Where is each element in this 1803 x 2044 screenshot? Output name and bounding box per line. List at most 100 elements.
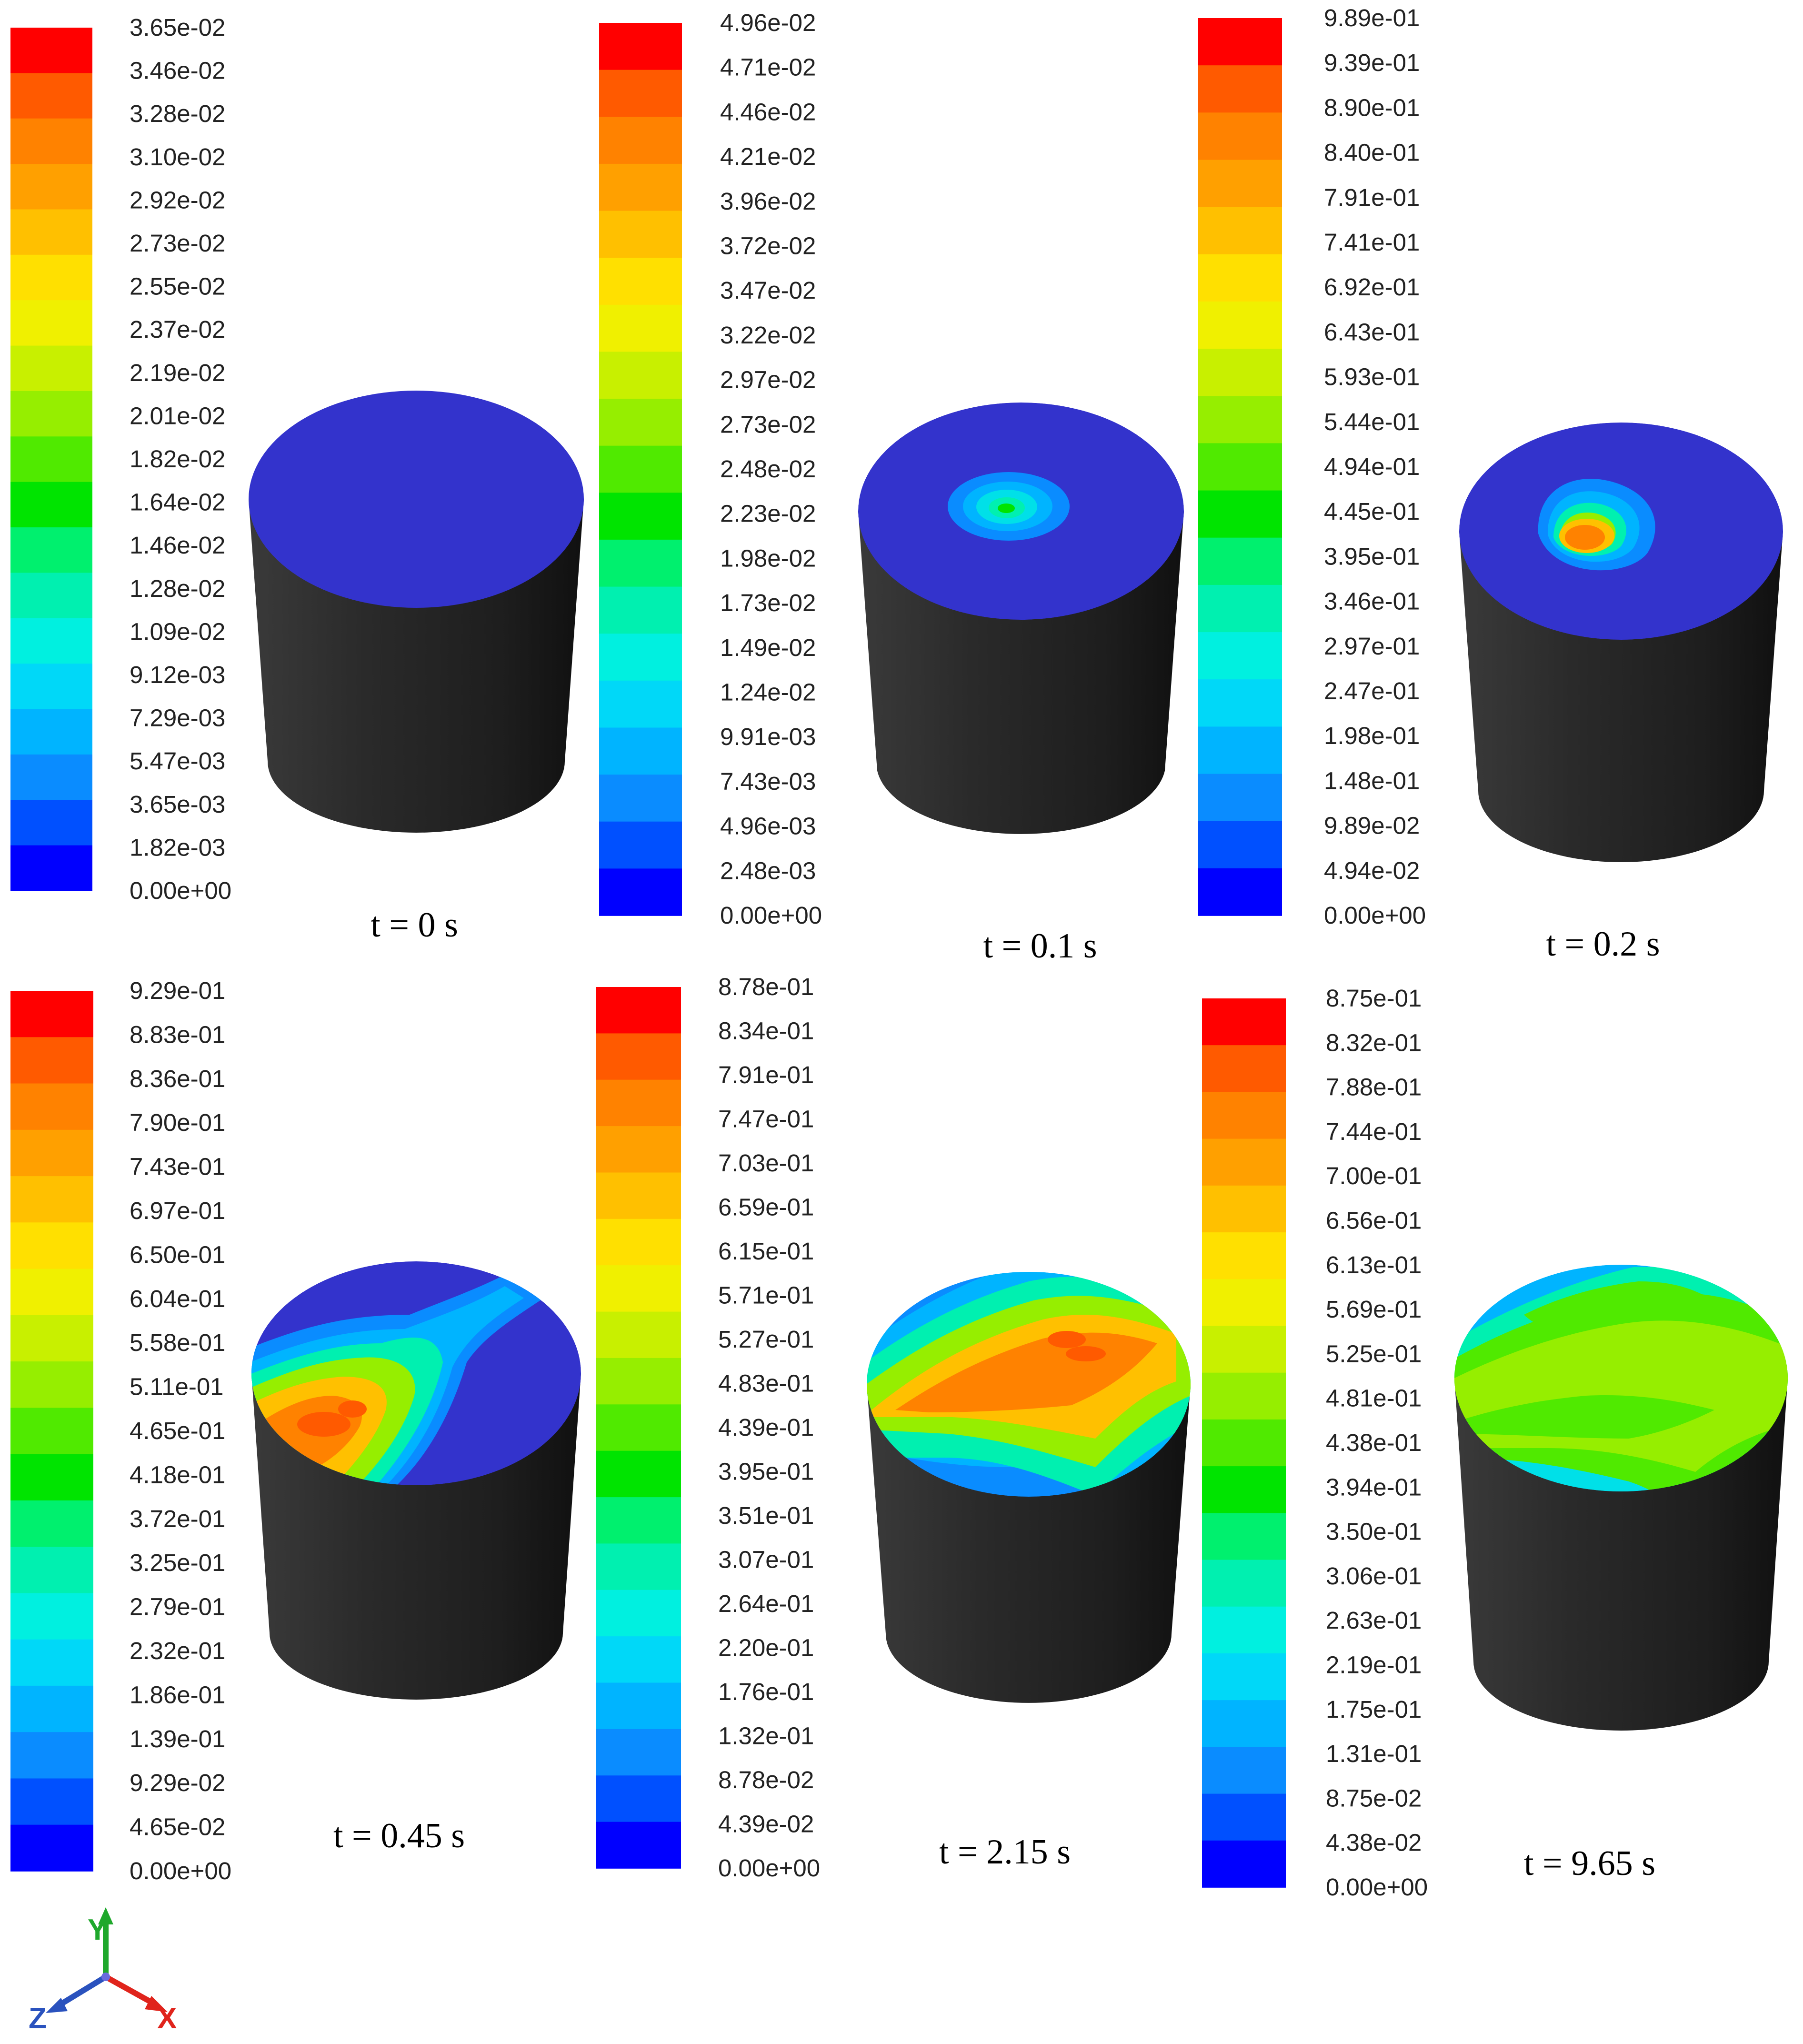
colorbar-band [10,754,92,801]
colorbar-band [599,399,682,446]
colorbar-tick-label: 7.43e-01 [130,1153,225,1180]
colorbar [1198,18,1282,916]
colorbar-tick-label: 1.86e-01 [130,1681,225,1708]
colorbar-band [1198,632,1282,680]
colorbar-band [10,1129,93,1177]
contour-field [867,1272,1191,1497]
colorbar-band [599,163,682,211]
colorbar-tick-label: 3.50e-01 [1326,1518,1422,1545]
colorbar-band [1198,112,1282,161]
colorbar-tick-label: 2.47e-01 [1324,677,1420,705]
colorbar-tick-label: 6.43e-01 [1324,318,1420,345]
colorbar-band [10,709,92,755]
colorbar-band [10,573,92,619]
colorbar-tick-label: 3.25e-01 [130,1549,225,1576]
colorbar-tick-label: 4.65e-01 [130,1417,225,1444]
colorbar-tick-label: 6.97e-01 [130,1197,225,1224]
colorbar-tick-label: 0.00e+00 [720,902,822,929]
colorbar-tick-label: 4.65e-02 [130,1813,225,1841]
colorbar-band [599,211,682,258]
colorbar-band [1202,1279,1286,1327]
colorbar-band [10,618,92,664]
colorbar-tick-label: 4.45e-01 [1324,498,1420,525]
colorbar-band [599,680,682,728]
colorbar-tick-label: 1.82e-03 [130,834,225,861]
colorbar-band [1198,490,1282,538]
colorbar-tick-label: 1.98e-01 [1324,722,1420,749]
panel-t0.1: 4.96e-02 4.71e-02 4.46e-02 4.21e-02 3.96e-02… [599,9,1184,966]
cylinder [249,391,584,833]
colorbar-tick-label: 0.00e+00 [718,1854,820,1882]
colorbar-tick-label: 9.29e-02 [130,1769,225,1796]
colorbar-band [10,164,92,210]
x-axis-arrowhead [145,1996,168,2012]
colorbar-tick-label: 1.28e-02 [130,575,225,602]
colorbar-band [1202,1606,1286,1654]
colorbar-band [10,1083,93,1130]
colorbar-band [1198,349,1282,397]
colorbar-tick-label: 5.69e-01 [1326,1296,1422,1323]
colorbar-tick-label: 1.73e-02 [720,589,816,616]
colorbar-band [599,634,682,681]
colorbar-band [1198,254,1282,302]
x-axis-label: X [157,2002,177,2035]
colorbar [10,991,93,1872]
colorbar-band [1198,537,1282,585]
colorbar-tick-label: 5.27e-01 [718,1326,814,1353]
colorbar-tick-label: 1.82e-02 [130,445,225,473]
colorbar-band [10,1361,93,1409]
colorbar-band [599,258,682,305]
colorbar-tick-label: 2.79e-01 [130,1593,225,1621]
colorbar-tick-label: 4.96e-02 [720,9,816,36]
colorbar-tick-label: 3.95e-01 [1324,543,1420,570]
colorbar-tick-label: 4.46e-02 [720,98,816,125]
colorbar-band [10,1222,93,1269]
colorbar-band [1202,1092,1286,1139]
colorbar-tick-label: 2.55e-02 [130,273,225,300]
cylinder-top-surface [249,391,584,608]
colorbar-band [10,1315,93,1362]
colorbar-band [1198,160,1282,208]
colorbar-tick-label: 4.96e-03 [720,813,816,840]
colorbar-band [10,254,92,301]
colorbar-tick-label: 3.28e-02 [130,100,225,127]
colorbar-band [10,1269,93,1316]
colorbar-tick-label: 2.92e-02 [130,186,225,213]
colorbar-band [1202,1700,1286,1748]
panel-t2.15: 8.78e-01 8.34e-01 7.91e-01 7.47e-01 7.03e-01… [596,973,1191,1882]
colorbar-band [596,1311,681,1359]
colorbar-band [599,775,682,822]
colorbar-band [1198,821,1282,869]
colorbar-tick-label: 9.89e-02 [1324,812,1420,839]
colorbar-tick-label: 2.19e-01 [1326,1651,1422,1679]
colorbar-tick-label: 7.00e-01 [1326,1162,1422,1189]
colorbar-band [599,586,682,634]
colorbar-band [1202,1653,1286,1701]
colorbar-band [596,1636,681,1683]
colorbar-tick-label: 2.97e-01 [1324,633,1420,660]
colorbar-band [10,527,92,574]
colorbar-tick-label: 5.11e-01 [130,1373,224,1400]
panel-t0: 3.65e-02 3.46e-02 3.28e-02 3.10e-02 2.92e-02… [10,14,584,945]
colorbar-tick-label: 4.38e-01 [1326,1429,1422,1456]
colorbar-band [596,1450,681,1498]
colorbar-band [1202,998,1286,1046]
colorbar-tick-label: 7.47e-01 [718,1106,814,1133]
colorbar-tick-label: 4.18e-01 [130,1461,225,1488]
colorbar-tick-label: 8.83e-01 [130,1021,225,1048]
colorbar-tick-label: 8.75e-02 [1326,1784,1422,1812]
colorbar-labels: 3.65e-02 3.46e-02 3.28e-02 3.10e-02 2.92e-02… [130,14,231,904]
colorbar-band [599,493,682,540]
colorbar-tick-label: 3.51e-01 [718,1502,814,1529]
colorbar-band [1202,1185,1286,1233]
colorbar-band [1198,301,1282,349]
colorbar-tick-label: 2.32e-01 [130,1637,225,1664]
cylinder [1454,1265,1788,1731]
colorbar-tick-label: 3.95e-01 [718,1458,814,1485]
colorbar-band [599,445,682,493]
colorbar-band [1202,1045,1286,1093]
colorbar-tick-label: 2.64e-01 [718,1590,814,1617]
colorbar-tick-label: 1.48e-01 [1324,767,1420,794]
colorbar-tick-label: 3.22e-02 [720,322,816,349]
colorbar-band [599,304,682,352]
